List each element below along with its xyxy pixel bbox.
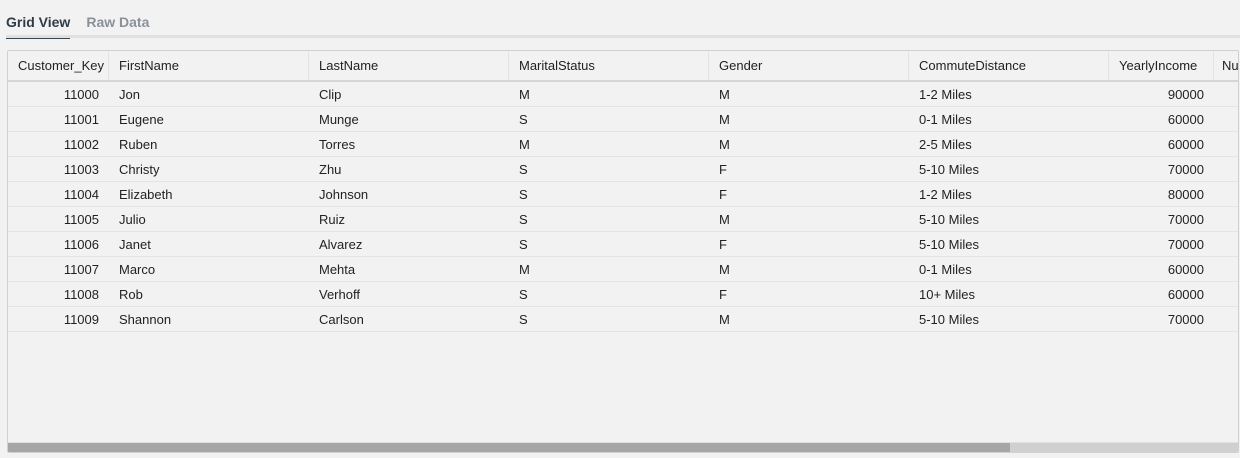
cell-gender: F (719, 186, 727, 202)
cell-lastname: Mehta (319, 261, 356, 277)
cell-commutedistance: 2-5 Miles (919, 136, 972, 152)
column-header-commutedistance[interactable]: CommuteDistance (909, 51, 1109, 80)
cell-firstname: Rob (119, 286, 143, 302)
cell-gender: M (719, 261, 730, 277)
column-header-gender[interactable]: Gender (709, 51, 909, 80)
cell-customer-key: 11002 (63, 136, 99, 152)
table-row[interactable]: 11006 Janet Alvarez S F 5-10 Miles 70000 (8, 232, 1238, 257)
cell-commutedistance: 0-1 Miles (919, 111, 972, 127)
cell-firstname: Elizabeth (119, 186, 173, 202)
horizontal-scrollbar[interactable] (8, 442, 1238, 452)
column-header-maritalstatus[interactable]: MaritalStatus (509, 51, 709, 80)
column-header-customer-key[interactable]: Customer_Key (8, 51, 109, 80)
cell-lastname: Torres (319, 136, 356, 152)
cell-lastname: Munge (319, 111, 359, 127)
table-row[interactable]: 11003 Christy Zhu S F 5-10 Miles 70000 (8, 157, 1238, 182)
cell-yearlyincome: 90000 (1167, 86, 1204, 102)
cell-gender: F (719, 161, 727, 177)
cell-yearlyincome: 60000 (1167, 261, 1204, 277)
cell-firstname: Jon (119, 86, 140, 102)
table-row[interactable]: 11002 Ruben Torres M M 2-5 Miles 60000 (8, 132, 1238, 157)
cell-firstname: Christy (119, 161, 160, 177)
cell-commutedistance: 5-10 Miles (919, 161, 979, 177)
view-tabs: Grid View Raw Data (6, 12, 150, 39)
cell-customer-key: 11006 (63, 236, 99, 252)
cell-gender: M (719, 111, 730, 127)
cell-gender: M (719, 211, 730, 227)
column-header-truncated[interactable]: Nur (1214, 51, 1238, 80)
cell-maritalstatus: S (519, 161, 528, 177)
cell-firstname: Shannon (119, 311, 172, 327)
table-row[interactable]: 11004 Elizabeth Johnson S F 1-2 Miles 80000 (8, 182, 1238, 207)
cell-gender: M (719, 86, 730, 102)
cell-yearlyincome: 80000 (1167, 186, 1204, 202)
cell-yearlyincome: 60000 (1167, 136, 1204, 152)
cell-maritalstatus: S (519, 311, 528, 327)
cell-customer-key: 11000 (63, 86, 99, 102)
cell-lastname: Johnson (319, 186, 369, 202)
cell-maritalstatus: S (519, 186, 528, 202)
cell-gender: M (719, 311, 730, 327)
table-row[interactable]: 11008 Rob Verhoff S F 10+ Miles 60000 (8, 282, 1238, 307)
table-row[interactable]: 11001 Eugene Munge S M 0-1 Miles 60000 (8, 107, 1238, 132)
cell-maritalstatus: S (519, 211, 528, 227)
cell-customer-key: 11008 (63, 286, 99, 302)
cell-yearlyincome: 70000 (1167, 311, 1204, 327)
cell-yearlyincome: 70000 (1167, 236, 1204, 252)
cell-gender: F (719, 236, 727, 252)
cell-maritalstatus: M (519, 136, 530, 152)
cell-maritalstatus: S (519, 111, 528, 127)
cell-customer-key: 11005 (63, 211, 99, 227)
table-row[interactable]: 11005 Julio Ruiz S M 5-10 Miles 70000 (8, 207, 1238, 232)
cell-lastname: Zhu (319, 161, 342, 177)
cell-customer-key: 11007 (63, 261, 99, 277)
cell-maritalstatus: M (519, 86, 530, 102)
data-grid: Customer_Key FirstName LastName MaritalS… (7, 50, 1239, 453)
cell-lastname: Ruiz (319, 211, 346, 227)
cell-maritalstatus: S (519, 236, 528, 252)
cell-firstname: Marco (119, 261, 156, 277)
cell-lastname: Clip (319, 86, 342, 102)
tab-raw-data[interactable]: Raw Data (86, 14, 150, 30)
cell-yearlyincome: 70000 (1167, 211, 1204, 227)
cell-commutedistance: 1-2 Miles (919, 186, 972, 202)
column-header-yearlyincome[interactable]: YearlyIncome (1109, 51, 1214, 80)
table-row[interactable]: 11007 Marco Mehta M M 0-1 Miles 60000 (8, 257, 1238, 282)
cell-yearlyincome: 60000 (1167, 286, 1204, 302)
scrollbar-thumb[interactable] (8, 443, 1011, 452)
cell-maritalstatus: M (519, 261, 530, 277)
cell-lastname: Verhoff (319, 286, 360, 302)
tab-divider (6, 35, 1240, 38)
cell-firstname: Janet (119, 236, 151, 252)
cell-lastname: Carlson (319, 311, 364, 327)
cell-gender: M (719, 136, 730, 152)
cell-commutedistance: 0-1 Miles (919, 261, 972, 277)
cell-customer-key: 11003 (63, 161, 99, 177)
grid-body: 11000 Jon Clip M M 1-2 Miles 90000 11001 Eugene M… (8, 82, 1238, 332)
column-header-firstname[interactable]: FirstName (109, 51, 309, 80)
table-row[interactable]: 11009 Shannon Carlson S M 5-10 Miles 70000 (8, 307, 1238, 332)
cell-commutedistance: 5-10 Miles (919, 211, 979, 227)
cell-lastname: Alvarez (319, 236, 363, 252)
cell-customer-key: 11009 (63, 311, 99, 327)
cell-maritalstatus: S (519, 286, 528, 302)
table-row[interactable]: 11000 Jon Clip M M 1-2 Miles 90000 (8, 82, 1238, 107)
cell-yearlyincome: 60000 (1167, 111, 1204, 127)
cell-commutedistance: 5-10 Miles (919, 236, 979, 252)
cell-commutedistance: 5-10 Miles (919, 311, 979, 327)
cell-firstname: Julio (119, 211, 146, 227)
cell-customer-key: 11001 (63, 111, 99, 127)
cell-yearlyincome: 70000 (1167, 161, 1204, 177)
cell-customer-key: 11004 (63, 186, 99, 202)
grid-header-row: Customer_Key FirstName LastName MaritalS… (8, 51, 1238, 82)
cell-gender: F (719, 286, 727, 302)
cell-firstname: Eugene (119, 111, 164, 127)
column-header-lastname[interactable]: LastName (309, 51, 509, 80)
cell-firstname: Ruben (119, 136, 158, 152)
cell-commutedistance: 1-2 Miles (919, 86, 972, 102)
cell-commutedistance: 10+ Miles (919, 286, 975, 302)
